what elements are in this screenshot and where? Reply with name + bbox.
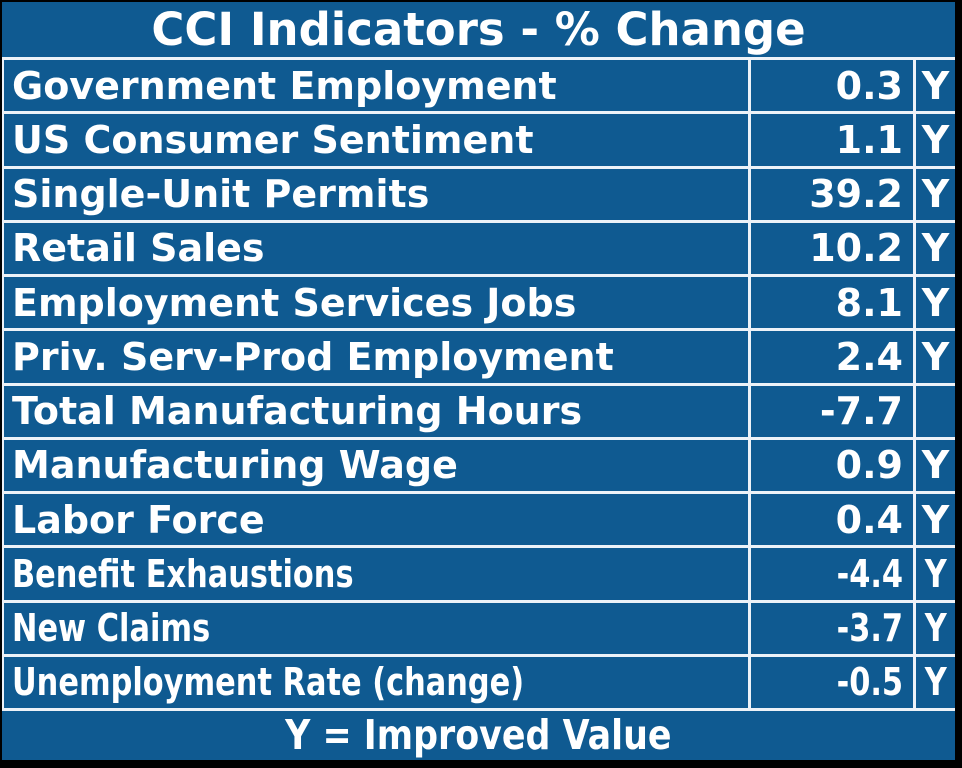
row-improved-cell: Y — [913, 60, 955, 112]
row-improved-cell: Y — [913, 331, 955, 383]
row-label-cell: Retail Sales — [4, 223, 748, 274]
row-label-text: Benefit Exhaustions — [12, 551, 354, 596]
row-improved-text: Y — [921, 172, 950, 217]
row-label-cell: Government Employment — [4, 60, 748, 111]
row-improved-text: Y — [921, 280, 950, 325]
row-label-cell: Priv. Serv-Prod Employment — [4, 331, 748, 382]
row-value-text: 0.3 — [835, 63, 903, 108]
row-improved-text: Y — [924, 660, 947, 705]
table-title: CCI Indicators - % Change — [2, 2, 955, 60]
row-label-text: Single-Unit Permits — [12, 172, 430, 217]
row-improved-text: Y — [921, 497, 950, 542]
row-value-text: -0.5 — [836, 660, 903, 705]
row-label-cell: Benefit Exhaustions — [4, 548, 748, 599]
row-value-cell: 0.4 — [748, 494, 913, 546]
row-improved-cell: Y — [913, 168, 955, 220]
row-label-cell: New Claims — [4, 603, 748, 654]
row-improved-text: Y — [921, 117, 950, 162]
table-row: Labor Force 0.4 Y — [2, 494, 955, 549]
row-improved-cell: Y — [913, 114, 955, 166]
row-label-text: Government Employment — [12, 63, 557, 108]
row-label-cell: Single-Unit Permits — [4, 169, 748, 220]
table-row: Benefit Exhaustions -4.4 Y — [2, 548, 955, 603]
table-row: Single-Unit Permits 39.2 Y — [2, 168, 955, 223]
row-improved-text: Y — [921, 334, 950, 379]
row-value-cell: -0.5 — [748, 656, 913, 708]
row-improved-text: Y — [924, 606, 947, 651]
row-value-text: 2.4 — [835, 334, 903, 379]
table-row: Employment Services Jobs 8.1 Y — [2, 277, 955, 332]
row-improved-cell: Y — [913, 656, 955, 708]
row-value-text: 39.2 — [809, 172, 903, 217]
row-improved-text: Y — [921, 63, 950, 108]
row-value-cell: 8.1 — [748, 277, 913, 329]
table-rows: Government Employment 0.3 Y US Consumer Sen… — [2, 60, 955, 711]
row-label-cell: Manufacturing Wage — [4, 440, 748, 491]
row-value-text: -4.4 — [836, 551, 903, 596]
row-value-cell: 2.4 — [748, 331, 913, 383]
row-improved-text: Y — [921, 443, 950, 488]
table-row: Manufacturing Wage 0.9 Y — [2, 439, 955, 494]
row-label-text: New Claims — [12, 606, 211, 651]
table-title-text: CCI Indicators - % Change — [151, 3, 806, 56]
table-footnote-text: Y = Improved Value — [285, 711, 672, 759]
row-value-cell: 0.3 — [748, 60, 913, 112]
row-improved-text: Y — [924, 551, 947, 596]
row-value-cell: -4.4 — [748, 548, 913, 600]
row-value-text: 10.2 — [809, 226, 903, 271]
row-value-text: -3.7 — [836, 606, 903, 651]
row-value-text: 1.1 — [835, 117, 903, 162]
row-improved-cell — [913, 385, 955, 437]
row-value-text: -7.7 — [819, 389, 903, 434]
row-label-text: US Consumer Sentiment — [12, 117, 534, 162]
row-value-text: 8.1 — [835, 280, 903, 325]
row-label-cell: Total Manufacturing Hours — [4, 386, 748, 437]
row-improved-cell: Y — [913, 602, 955, 654]
row-value-cell: 1.1 — [748, 114, 913, 166]
row-label-text: Employment Services Jobs — [12, 280, 577, 325]
row-improved-cell: Y — [913, 277, 955, 329]
row-value-cell: -7.7 — [748, 385, 913, 437]
row-label-text: Total Manufacturing Hours — [12, 389, 583, 434]
row-label-text: Priv. Serv-Prod Employment — [12, 334, 614, 379]
row-value-cell: 0.9 — [748, 439, 913, 491]
table-row: New Claims -3.7 Y — [2, 602, 955, 657]
table-row: Retail Sales 10.2 Y — [2, 222, 955, 277]
table-row: Total Manufacturing Hours -7.7 — [2, 385, 955, 440]
row-improved-cell: Y — [913, 222, 955, 274]
row-label-cell: Unemployment Rate (change) — [4, 657, 748, 708]
row-label-text: Unemployment Rate (change) — [12, 660, 525, 705]
row-improved-cell: Y — [913, 494, 955, 546]
row-value-cell: -3.7 — [748, 602, 913, 654]
row-value-cell: 39.2 — [748, 168, 913, 220]
row-label-text: Manufacturing Wage — [12, 443, 458, 488]
table-row: Government Employment 0.3 Y — [2, 60, 955, 115]
row-improved-text: Y — [921, 226, 950, 271]
table-footnote: Y = Improved Value — [2, 711, 955, 760]
row-label-text: Labor Force — [12, 497, 265, 542]
row-label-text: Retail Sales — [12, 226, 265, 271]
table-row: Unemployment Rate (change) -0.5 Y — [2, 656, 955, 711]
row-value-cell: 10.2 — [748, 222, 913, 274]
row-value-text: 0.9 — [835, 443, 903, 488]
row-value-text: 0.4 — [835, 497, 903, 542]
table-row: US Consumer Sentiment 1.1 Y — [2, 114, 955, 169]
row-label-cell: Employment Services Jobs — [4, 277, 748, 328]
table-row: Priv. Serv-Prod Employment 2.4 Y — [2, 331, 955, 386]
row-improved-cell: Y — [913, 548, 955, 600]
row-improved-cell: Y — [913, 439, 955, 491]
row-label-cell: Labor Force — [4, 494, 748, 545]
row-label-cell: US Consumer Sentiment — [4, 114, 748, 165]
